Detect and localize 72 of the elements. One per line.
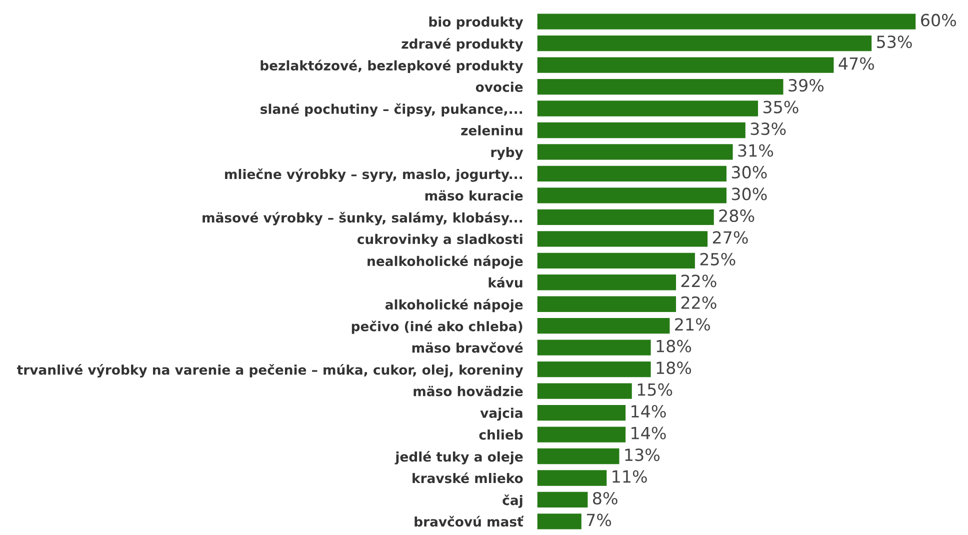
bar: [537, 340, 651, 356]
y-tick-label: mäso kuracie: [425, 190, 523, 201]
data-label: 13%: [625, 448, 660, 462]
bar: [537, 252, 695, 268]
y-tick-label: zdravé produkty: [402, 38, 524, 52]
y-tick-label: zeleninu: [461, 125, 522, 136]
data-label: 11%: [612, 470, 647, 483]
bar: [537, 492, 588, 508]
y-tick-label: mäsové výrobky – šunky, salámy, klobásy...: [202, 212, 522, 226]
data-label: 60%: [921, 14, 956, 26]
data-label: 18%: [656, 340, 692, 352]
bar: [537, 100, 758, 116]
y-tick-label: vajcia: [480, 408, 522, 421]
y-tick-label: pečivo (iné ako chleba): [352, 320, 522, 334]
data-label: 53%: [877, 36, 912, 48]
y-tick-label: mliečne výrobky – syry, maslo, jogurty...: [225, 168, 522, 182]
y-tick-label: bezlaktózové, bezlepkové produkty: [260, 60, 524, 74]
bar: [537, 231, 708, 247]
data-label: 31%: [738, 144, 774, 157]
bar: [537, 470, 607, 486]
bar: [537, 188, 726, 204]
y-tick-label: alkoholické nápoje: [385, 298, 523, 312]
bar: [537, 78, 784, 95]
data-label: 22%: [681, 274, 716, 288]
bar: [537, 383, 632, 399]
bar: [537, 404, 626, 421]
data-label: 30%: [732, 188, 767, 200]
bar: [537, 166, 726, 182]
y-tick-label: kravské mlieko: [412, 472, 523, 484]
bar: [537, 296, 676, 312]
data-label: 35%: [763, 100, 798, 114]
bar: [537, 514, 582, 530]
y-tick-label: jedlé tuky a oleje: [394, 450, 523, 464]
bar: [537, 426, 626, 442]
data-label: 14%: [632, 405, 666, 418]
bar: [537, 144, 733, 160]
y-tick-label: ovocie: [476, 82, 523, 92]
data-label: 28%: [719, 209, 754, 222]
bar: [537, 274, 676, 290]
y-tick-label: nealkoholické nápoje: [368, 255, 523, 269]
y-tick-label: čaj: [502, 494, 522, 508]
bar: [537, 209, 714, 225]
bar: [537, 14, 916, 30]
data-label: 33%: [750, 122, 786, 136]
y-tick-label: bravčovú masť: [414, 516, 524, 527]
y-tick-label: kávu: [488, 276, 522, 288]
y-tick-label: slané pochutiny – čipsy, pukance,...: [260, 103, 522, 117]
data-label: 27%: [712, 231, 748, 244]
bar: [537, 57, 834, 73]
data-label: 22%: [681, 296, 716, 309]
bar: [537, 448, 620, 464]
data-label: 21%: [675, 318, 710, 331]
y-tick-label: trvanlivé výrobky na varenie a pečenie – múka, cukor, olej, koreniny: [16, 364, 524, 378]
data-label: 47%: [838, 57, 874, 70]
data-label: 39%: [788, 79, 824, 92]
data-label: 8%: [593, 492, 618, 505]
y-tick-label: chlieb: [479, 430, 523, 440]
y-tick-label: mäso bravčové: [412, 342, 523, 353]
y-tick-label: mäso hovädzie: [414, 386, 523, 396]
bar: [537, 122, 746, 138]
y-tick-label: bio produkty: [429, 16, 524, 30]
data-label: 7%: [586, 514, 612, 526]
bar: [537, 35, 872, 52]
data-label: 14%: [632, 426, 666, 440]
bar: [537, 361, 651, 378]
bar: [537, 318, 670, 334]
y-tick-label: ryby: [491, 146, 524, 160]
data-label: 15%: [638, 383, 672, 396]
data-label: 25%: [700, 252, 736, 266]
y-tick-label: cukrovinky a sladkosti: [357, 234, 522, 247]
data-label: 18%: [656, 362, 692, 374]
data-label: 30%: [732, 166, 767, 179]
